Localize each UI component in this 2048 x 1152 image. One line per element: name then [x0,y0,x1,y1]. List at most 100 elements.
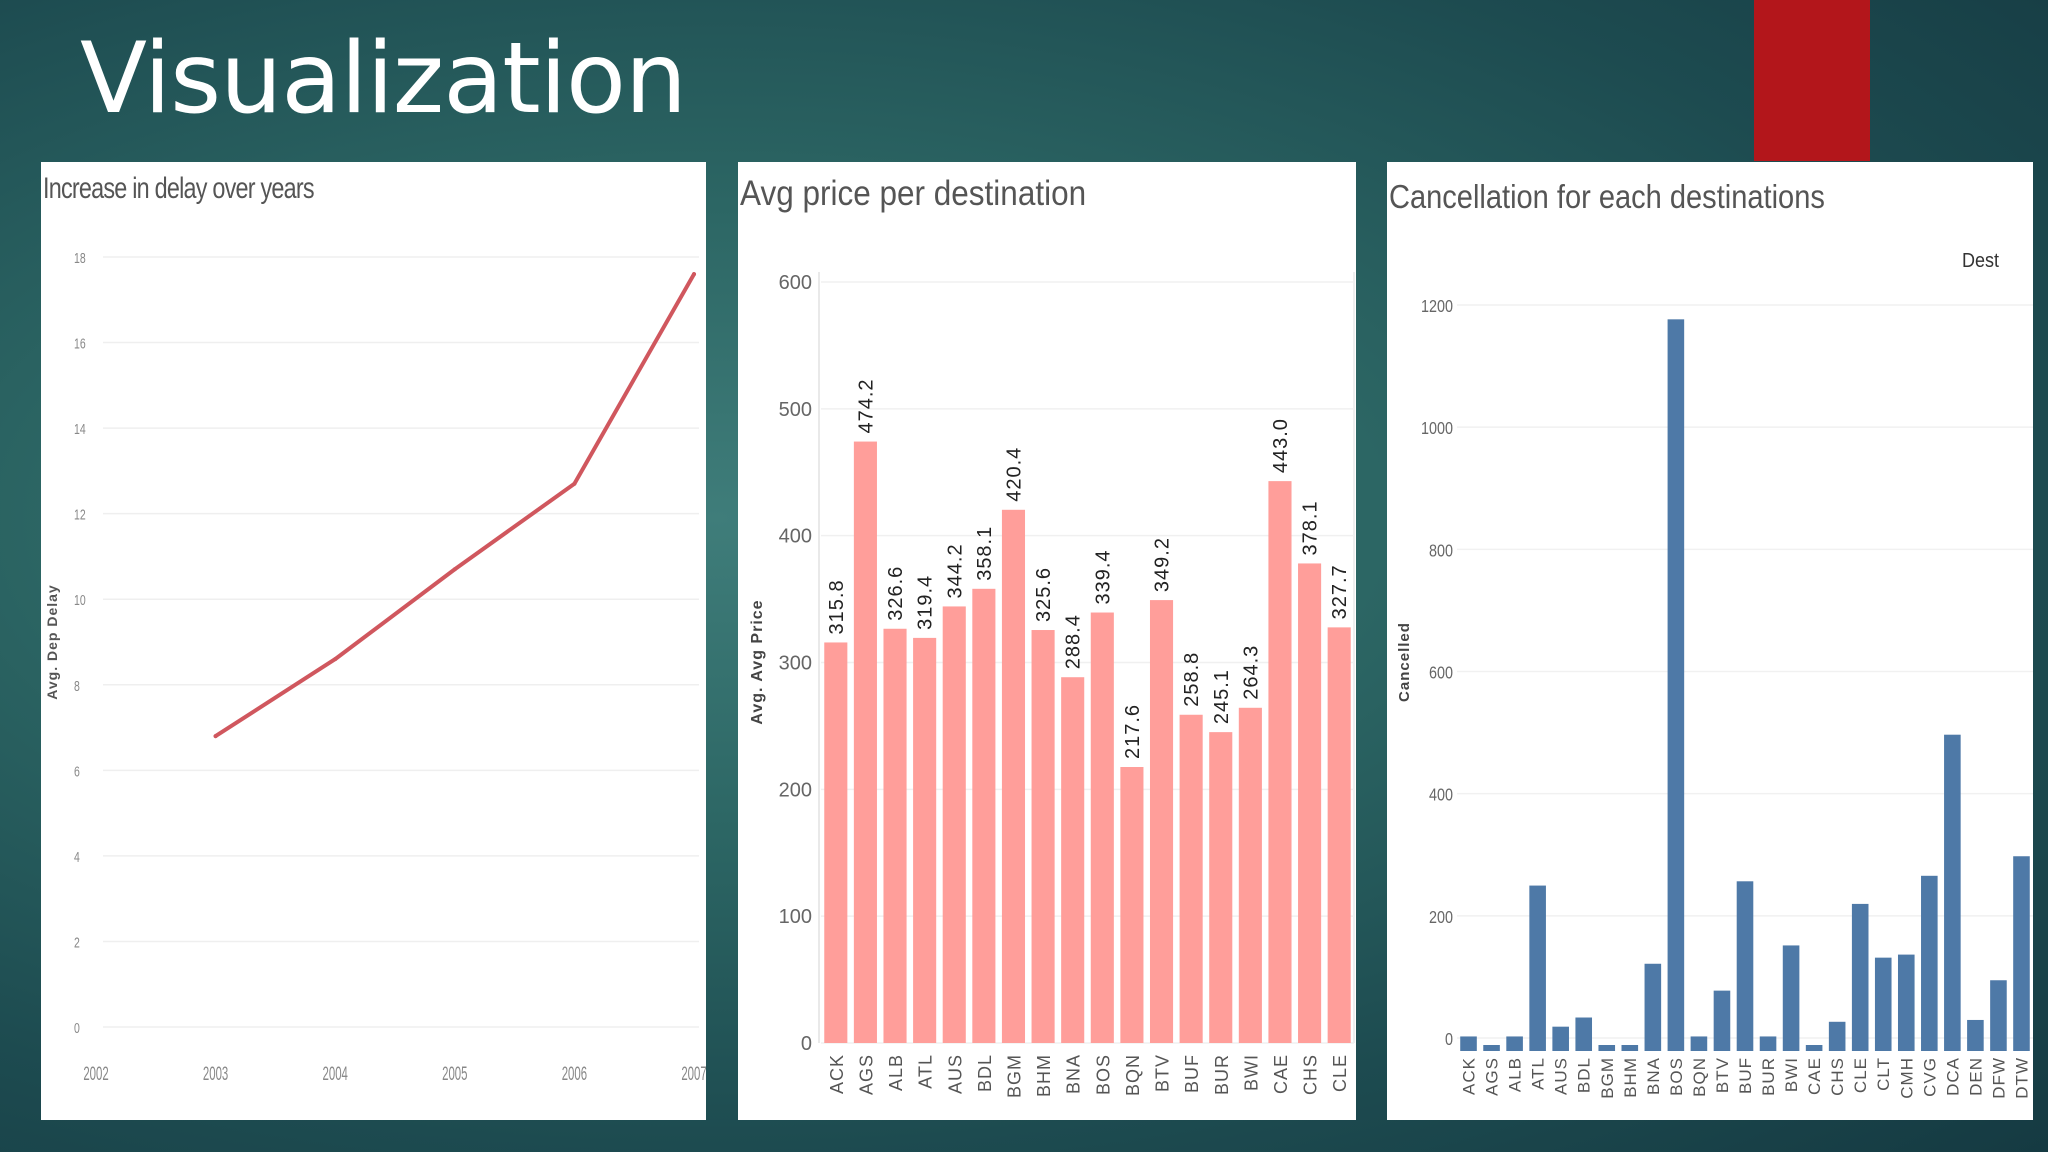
x-tick-label: CVG [1920,1057,1939,1097]
x-tick-label: CLT [1874,1057,1893,1091]
x-tick-label: BWI [1782,1057,1801,1092]
data-label: 315.8 [826,579,848,634]
bar [1690,1036,1708,1051]
x-tick-label: CAE [1271,1054,1291,1094]
bar [1990,980,2007,1051]
y-axis-label: Avg. Avg Price [749,599,766,724]
bar [1268,481,1292,1044]
x-tick-label: ALB [886,1054,906,1091]
bar [1149,600,1174,1043]
data-label: 264.3 [1240,645,1262,700]
bar [1782,945,1800,1051]
x-tick-label: BTV [1153,1054,1173,1092]
x-tick-label: CMH [1897,1057,1916,1099]
bar [1061,677,1085,1043]
x-tick-label: CLE [1330,1054,1350,1092]
x-tick-label: BOS [1093,1054,1113,1095]
y-tick-label: 300 [779,653,812,675]
data-label: 326.6 [885,566,907,621]
data-label: 474.2 [855,378,877,433]
x-tick-label: 2004 [323,1064,349,1085]
cancellation-bar-chart-panel: Cancellation for each destinations Dest … [1387,162,2033,1120]
x-tick-label: BUF [1736,1057,1755,1094]
bar [1090,612,1114,1043]
bar [1967,1019,1984,1051]
accent-block [1754,0,1870,161]
x-tick-label: 2007 [681,1064,706,1085]
y-tick-label: 10 [74,591,86,608]
data-label: 245.1 [1211,669,1233,724]
y-tick-label: 800 [1429,541,1453,561]
x-tick-label: BDL [975,1054,995,1092]
x-tick-label: DEN [1966,1057,1985,1096]
x-tick-label: BDL [1575,1057,1594,1093]
bar [2013,856,2030,1051]
bar [1001,509,1026,1043]
bar [853,441,877,1043]
x-tick-label: 2005 [442,1064,468,1085]
x-tick-label: CLE [1851,1057,1870,1093]
y-tick-label: 500 [779,399,812,421]
bar [1621,1045,1639,1051]
data-label: 288.4 [1063,614,1085,669]
delay-chart-title: Increase in delay over years [43,172,315,205]
y-tick-label: 18 [74,249,86,266]
data-label: 349.2 [1152,537,1174,592]
y-tick-label: 8 [74,677,80,694]
x-tick-label: AUS [945,1054,965,1094]
data-label: 327.7 [1329,564,1351,619]
x-tick-label: ALB [1506,1057,1525,1092]
y-tick-label: 0 [801,1033,812,1055]
y-tick-label: 0 [1445,1030,1453,1050]
bar [1238,707,1262,1043]
x-tick-label: CAE [1805,1057,1824,1095]
bar [1327,627,1351,1043]
x-tick-label: 2002 [83,1064,108,1085]
bar [972,588,996,1043]
y-tick-label: 600 [779,272,812,294]
bar [942,606,966,1043]
y-tick-label: 16 [74,335,86,352]
data-point [333,657,338,662]
slide-title: Visualization [80,22,687,136]
bar [1851,903,1869,1051]
x-tick-label: BNA [1064,1054,1084,1094]
bar [1575,1017,1593,1051]
data-label: 319.4 [915,575,937,630]
x-tick-label: CHS [1828,1057,1847,1096]
delay-line-chart: 0 2 4 6 8 10 12 14 16 18 2002 2003 2004 2005 2006 2007 A… [44,249,706,1085]
x-tick-label: ACK [1460,1057,1479,1095]
x-tick-label: BQN [1690,1057,1709,1097]
y-tick-label: 14 [74,420,86,437]
x-tick-label: ATL [916,1054,936,1089]
x-tick-label: BOS [1667,1057,1686,1096]
x-tick-label: BUR [1212,1054,1232,1095]
price-bar-chart-panel: Avg price per destination 0 100 200 300 400 5… [738,162,1356,1120]
bar [1031,630,1055,1043]
x-tick-label: BNA [1644,1057,1663,1095]
x-tick-label: DTW [2012,1057,2031,1099]
x-tick-label: ACK [827,1054,847,1094]
data-label: 358.1 [974,526,996,581]
y-axis-label: Avg. Dep Delay [44,584,60,699]
delay-line-chart-panel: Increase in delay over years 0 2 4 6 8 10 12 14… [41,162,706,1120]
bar [1897,954,1915,1051]
y-tick-label: 0 [74,1019,80,1036]
y-tick-label: 6 [74,762,80,779]
y-tick-label: 600 [1429,663,1453,683]
bar [913,637,937,1043]
bar [1759,1036,1777,1051]
bar [883,628,907,1043]
y-tick-label: 4 [74,848,80,865]
data-label: 258.8 [1181,652,1203,707]
bar [1483,1045,1500,1051]
bar [1736,881,1754,1051]
x-tick-label: DFW [1989,1057,2008,1099]
bar [1552,1026,1569,1051]
y-tick-label: 100 [779,906,812,928]
y-axis-label: Cancelled [1396,622,1413,702]
bar [1944,734,1961,1051]
bar [1460,1036,1477,1051]
bar [1120,767,1144,1043]
